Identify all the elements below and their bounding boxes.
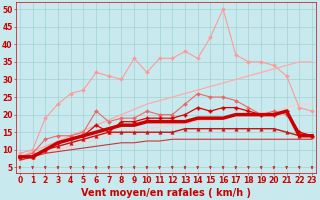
X-axis label: Vent moyen/en rafales ( km/h ): Vent moyen/en rafales ( km/h ): [81, 188, 251, 198]
